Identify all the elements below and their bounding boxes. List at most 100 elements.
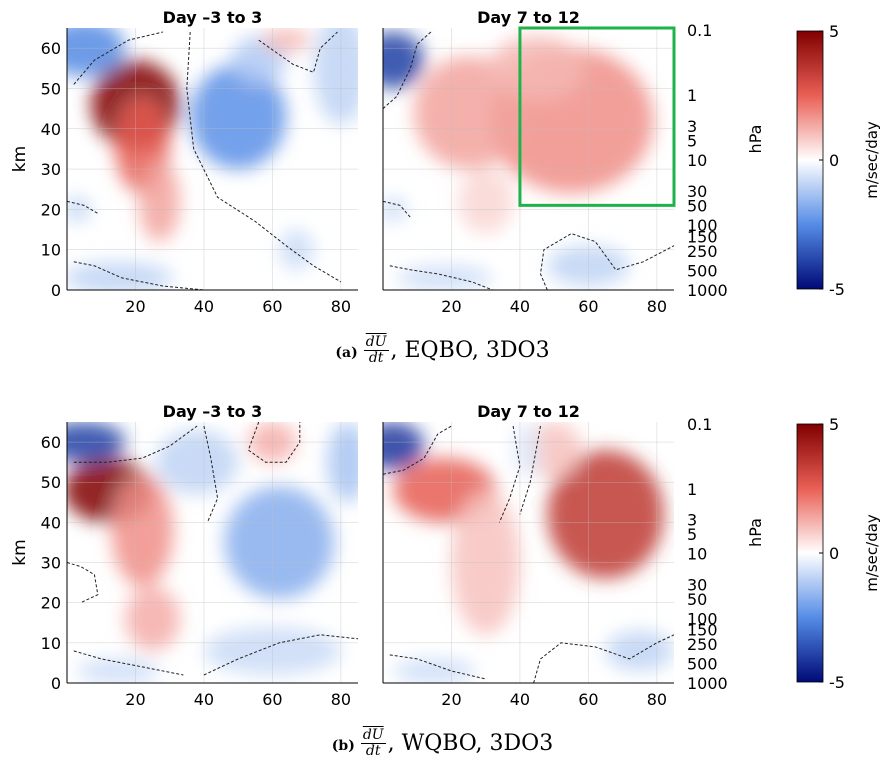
colorbar-tick-label-2: -5: [829, 673, 845, 692]
pressure-tick-label-3: 5: [687, 132, 697, 151]
pressure-tick-label-2: 3: [687, 511, 697, 530]
pressure-tick-label-6: 50: [687, 590, 707, 609]
caption-a-label: (a): [335, 344, 358, 361]
field-blob-6: [396, 265, 493, 290]
pressure-tick-label-9: 250: [687, 635, 718, 654]
pressure-tick-label-11: 1000: [687, 281, 728, 300]
y-axis-title: km: [10, 146, 30, 172]
field-blob-4: [383, 422, 425, 471]
y-tick-label-5: 50: [41, 79, 61, 98]
x-tick-label-0: 20: [125, 690, 145, 709]
pressure-tick-label-11: 1000: [687, 674, 728, 693]
field-blob-4: [190, 64, 287, 170]
zero-contour-4: [67, 200, 99, 214]
caption-a: (a) dU dt, EQBO, 3DO3: [0, 335, 885, 366]
colorbar-tick-label-1: 0: [829, 544, 839, 563]
zero-contour-4: [389, 654, 486, 680]
x-tick-label-1: 40: [194, 297, 214, 316]
zero-contours: [383, 31, 674, 290]
field-layer: [383, 32, 654, 290]
field-blob-5: [156, 430, 239, 495]
caption-a-denominator: dt: [368, 350, 384, 366]
x-tick-label-3: 80: [647, 297, 667, 316]
x-tick-label-1: 40: [194, 690, 214, 709]
pressure-tick-label-4: 10: [687, 151, 707, 170]
y-tick-label-4: 40: [41, 513, 61, 532]
x-tick-label-1: 40: [510, 297, 530, 316]
pressure-tick-label-0: 0.1: [687, 21, 712, 40]
zero-contours: [67, 31, 342, 290]
pressure-axis-title: hPa: [746, 125, 765, 154]
zero-contour-0: [383, 425, 452, 475]
pressure-axis-title: hPa: [746, 518, 765, 547]
zero-contour-2: [519, 425, 541, 515]
y-axis-title: km: [10, 539, 30, 565]
subplot-title: Day 7 to 12: [477, 8, 580, 27]
grid: [383, 28, 674, 290]
field-blob-9: [77, 658, 160, 683]
zero-contour-1: [203, 425, 219, 523]
x-tick-label-0: 20: [441, 690, 461, 709]
grid: [67, 422, 358, 683]
colorbar-tick-label-1: 0: [829, 151, 839, 170]
field-blob-2: [489, 36, 585, 101]
x-tick-label-2: 60: [262, 690, 282, 709]
y-tick-label-5: 50: [41, 473, 61, 492]
zero-contour-3: [73, 261, 204, 290]
y-tick-label-4: 40: [41, 120, 61, 139]
x-tick-label-3: 80: [331, 690, 351, 709]
subplot-title: Day 7 to 12: [477, 402, 580, 421]
field-blobs: [383, 32, 654, 290]
pressure-tick-label-0: 0.1: [687, 415, 712, 434]
zero-contours: [67, 422, 358, 676]
colorbar-title: m/sec/day: [863, 121, 881, 199]
zero-contour-3: [67, 562, 99, 604]
x-tick-label-2: 60: [262, 297, 282, 316]
zero-contour-3: [540, 233, 674, 290]
field-blob-6: [313, 28, 358, 125]
subplot-title: Day –3 to 3: [163, 8, 263, 27]
field-blob-1: [111, 474, 174, 587]
field-layer: [67, 28, 358, 290]
y-tick-label-1: 10: [41, 241, 61, 260]
zero-contour-0: [383, 31, 432, 109]
field-blob-6: [605, 630, 674, 671]
field-blob-5: [513, 422, 541, 479]
pressure-tick-label-10: 500: [687, 655, 718, 674]
zero-contour-1: [383, 200, 411, 218]
y-tick-label-3: 30: [41, 160, 61, 179]
field-blob-2: [125, 586, 180, 651]
y-tick-label-0: 0: [51, 281, 61, 300]
caption-b-text: , WQBO, 3DO3: [387, 731, 554, 756]
pressure-tick-label-8: 150: [687, 227, 718, 246]
zero-contour-1: [498, 425, 521, 523]
pressure-tick-label-4: 10: [687, 545, 707, 564]
caption-b-fraction: dU dt: [360, 727, 386, 759]
field-blob-7: [393, 658, 476, 683]
caption-b-denominator: dt: [365, 743, 381, 759]
pressure-tick-label-8: 150: [687, 621, 718, 640]
pressure-tick-label-2: 3: [687, 117, 697, 136]
pressure-tick-label-5: 30: [687, 182, 707, 201]
pressure-tick-label-3: 5: [687, 525, 697, 544]
zero-contour-5: [203, 634, 358, 676]
field-blob-3: [526, 422, 582, 479]
caption-a-numerator: dU: [365, 334, 387, 350]
subplot-1-0: Day –3 to 3 20 40 60 80 0 10 20 30 40 50 60 km: [10, 402, 358, 709]
x-tick-label-3: 80: [331, 297, 351, 316]
zero-contour-2: [258, 31, 338, 73]
field-blob-3: [458, 169, 514, 234]
y-tick-label-2: 20: [41, 594, 61, 613]
zero-contour-3: [533, 634, 674, 683]
field-blob-4: [383, 32, 425, 89]
caption-b: (b) dU dt, WQBO, 3DO3: [0, 728, 885, 759]
caption-b-numerator: dU: [362, 727, 384, 743]
field-blob-3: [67, 28, 126, 77]
colorbar-gradient: [796, 30, 824, 290]
zero-contour-4: [73, 650, 184, 676]
x-tick-label-2: 60: [578, 297, 598, 316]
field-blob-7: [67, 261, 174, 290]
subplot-title: Day –3 to 3: [163, 402, 263, 421]
